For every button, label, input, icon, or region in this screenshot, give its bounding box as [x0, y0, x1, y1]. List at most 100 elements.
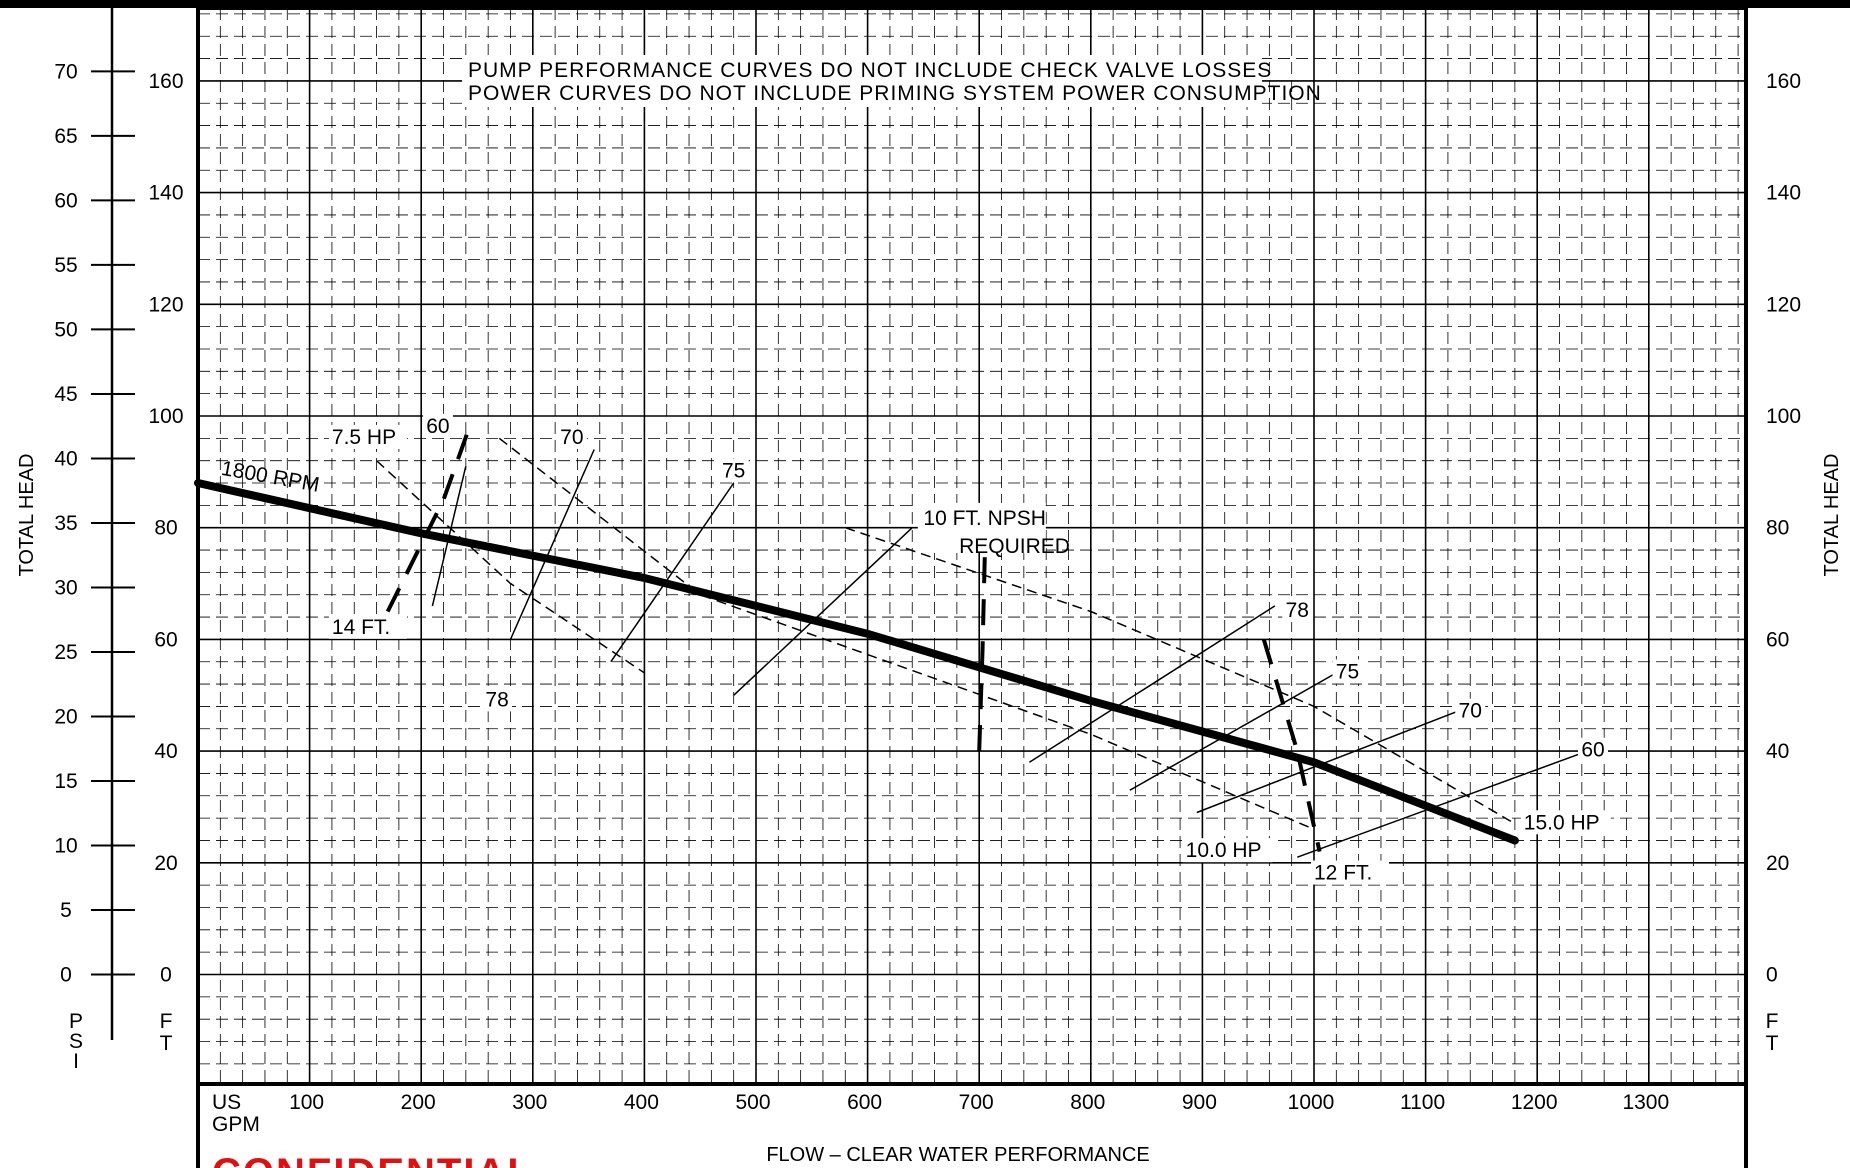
psi-tick-label: 70	[54, 60, 77, 83]
efficiency-label-bg	[556, 424, 587, 449]
psi-tick-label: 20	[54, 705, 77, 728]
ft-tick-label-right: 60	[1766, 628, 1789, 651]
x-tick-label: 400	[624, 1091, 659, 1114]
psi-tick-label: 30	[54, 576, 77, 599]
psi-tick-label: 45	[54, 383, 77, 406]
x-unit-gpm: GPM	[212, 1113, 260, 1136]
efficiency-label: 78	[485, 688, 508, 711]
ft-tick-label-right: 20	[1766, 852, 1789, 875]
ft-axis-right: 0 20 40 60 80 100 120 140 160	[1766, 70, 1801, 987]
psi-tick-label: 15	[54, 770, 77, 793]
efficiency-line	[1297, 750, 1588, 858]
psi-axis: 0 5 10 15 20 25 30 35 40 45 50 55 60 65 70	[54, 60, 135, 987]
x-tick-label: 900	[1182, 1091, 1217, 1114]
psi-unit-p: P	[69, 1010, 83, 1033]
efficiency-label: 78	[1286, 599, 1309, 622]
x-tick-label: 200	[401, 1091, 436, 1114]
note-line-2: POWER CURVES DO NOT INCLUDE PRIMING SYST…	[468, 82, 1322, 105]
power-curve	[498, 437, 1315, 830]
npsh-label: 12 FT.	[1314, 862, 1372, 885]
efficiency-label: 70	[1459, 700, 1482, 723]
npsh-curve	[977, 555, 987, 752]
efficiency-line	[1196, 705, 1471, 814]
x-tick-label: 100	[289, 1091, 324, 1114]
ft-tick-label-left: 140	[148, 182, 183, 205]
efficiency-label-bg	[482, 687, 513, 712]
npsh-label: 10 FT. NPSH	[923, 507, 1046, 530]
top-border	[0, 0, 1850, 8]
psi-unit-i: I	[73, 1050, 79, 1073]
power-curve	[845, 526, 1516, 825]
psi-tick-label: 0	[60, 964, 72, 987]
psi-tick-label: 35	[54, 512, 77, 535]
ft-unit-right-t: T	[1766, 1032, 1779, 1055]
x-tick-label: 300	[512, 1091, 547, 1114]
x-unit-us: US	[212, 1091, 241, 1114]
psi-tick-label: 55	[54, 254, 77, 277]
npsh-label-bg	[917, 502, 1046, 553]
note-box	[462, 55, 1262, 107]
efficiency-label: 75	[722, 459, 745, 482]
ft-tick-label-right: 100	[1766, 405, 1801, 428]
ft-tick-label-left: 80	[154, 517, 177, 540]
power-label: 7.5 HP	[332, 426, 396, 449]
plot-frame	[196, 6, 1748, 1086]
ft-tick-label-left: 60	[154, 628, 177, 651]
psi-tick-label: 10	[54, 834, 77, 857]
efficiency-line	[1028, 605, 1276, 763]
efficiency-line	[610, 482, 735, 663]
ft-tick-label-right: 80	[1766, 517, 1789, 540]
psi-tick-label: 60	[54, 189, 77, 212]
npsh-label-bg	[328, 614, 407, 639]
efficiency-label: 60	[1581, 739, 1604, 762]
ft-tick-label-right: 0	[1766, 964, 1778, 987]
efficiency-label: 70	[560, 426, 583, 449]
ft-axis-left: 0 20 40 60 80 100 120 140 160	[148, 70, 183, 987]
npsh-label: 14 FT.	[332, 616, 390, 639]
x-tick-label: 1200	[1511, 1091, 1558, 1114]
x-tick-label: 500	[735, 1091, 770, 1114]
efficiency-label: 60	[426, 415, 449, 438]
efficiency-label: 75	[1336, 660, 1359, 683]
ft-unit-right-f: F	[1766, 1010, 1779, 1033]
head-curve	[194, 479, 1519, 845]
npsh-label-bg	[1311, 860, 1389, 885]
efficiency-line	[1129, 672, 1337, 791]
power-label-bg	[1182, 838, 1273, 863]
ft-tick-label-right: 120	[1766, 293, 1801, 316]
psi-tick-label: 65	[54, 125, 77, 148]
psi-tick-label: 50	[54, 318, 77, 341]
x-tick-label: 1300	[1622, 1091, 1669, 1114]
y-axis-title-right: TOTAL HEAD	[1821, 454, 1843, 577]
x-tick-label: 700	[959, 1091, 994, 1114]
power-label-bg	[1520, 810, 1611, 835]
psi-tick-label: 25	[54, 641, 77, 664]
npsh-curve	[385, 420, 474, 613]
psi-tick-label: 40	[54, 447, 77, 470]
x-tick-label: 1000	[1288, 1091, 1335, 1114]
ft-unit-left-f: F	[160, 1010, 173, 1033]
confidential-stamp: CONFIDENTIAL	[212, 1151, 534, 1168]
power-label: 10.0 HP	[1186, 839, 1262, 862]
psi-unit-s: S	[69, 1030, 83, 1053]
power-curve	[376, 460, 645, 674]
ft-tick-label-left: 20	[154, 852, 177, 875]
ft-tick-label-left: 0	[160, 964, 172, 987]
efficiency-label-bg	[422, 413, 453, 438]
npsh-label: REQUIRED	[959, 535, 1070, 558]
power-label-bg	[328, 424, 407, 449]
x-axis-title: FLOW – CLEAR WATER PERFORMANCE	[766, 1144, 1149, 1166]
psi-tick-label: 5	[60, 899, 72, 922]
efficiency-line	[509, 449, 595, 640]
x-axis: 100 200 300 400 500 600 700 800 900 1000 1100 1200 1…	[289, 1091, 1669, 1114]
note-line-1: PUMP PERFORMANCE CURVES DO NOT INCLUDE C…	[468, 59, 1272, 82]
ft-tick-label-left: 160	[148, 70, 183, 93]
efficiency-label-bg	[1282, 598, 1313, 623]
ft-unit-left-t: T	[160, 1032, 173, 1055]
y-axis-title-left: TOTAL HEAD	[16, 454, 38, 577]
ft-tick-label-left: 40	[154, 740, 177, 763]
ft-tick-label-right: 140	[1766, 182, 1801, 205]
ft-tick-label-left: 100	[148, 405, 183, 428]
